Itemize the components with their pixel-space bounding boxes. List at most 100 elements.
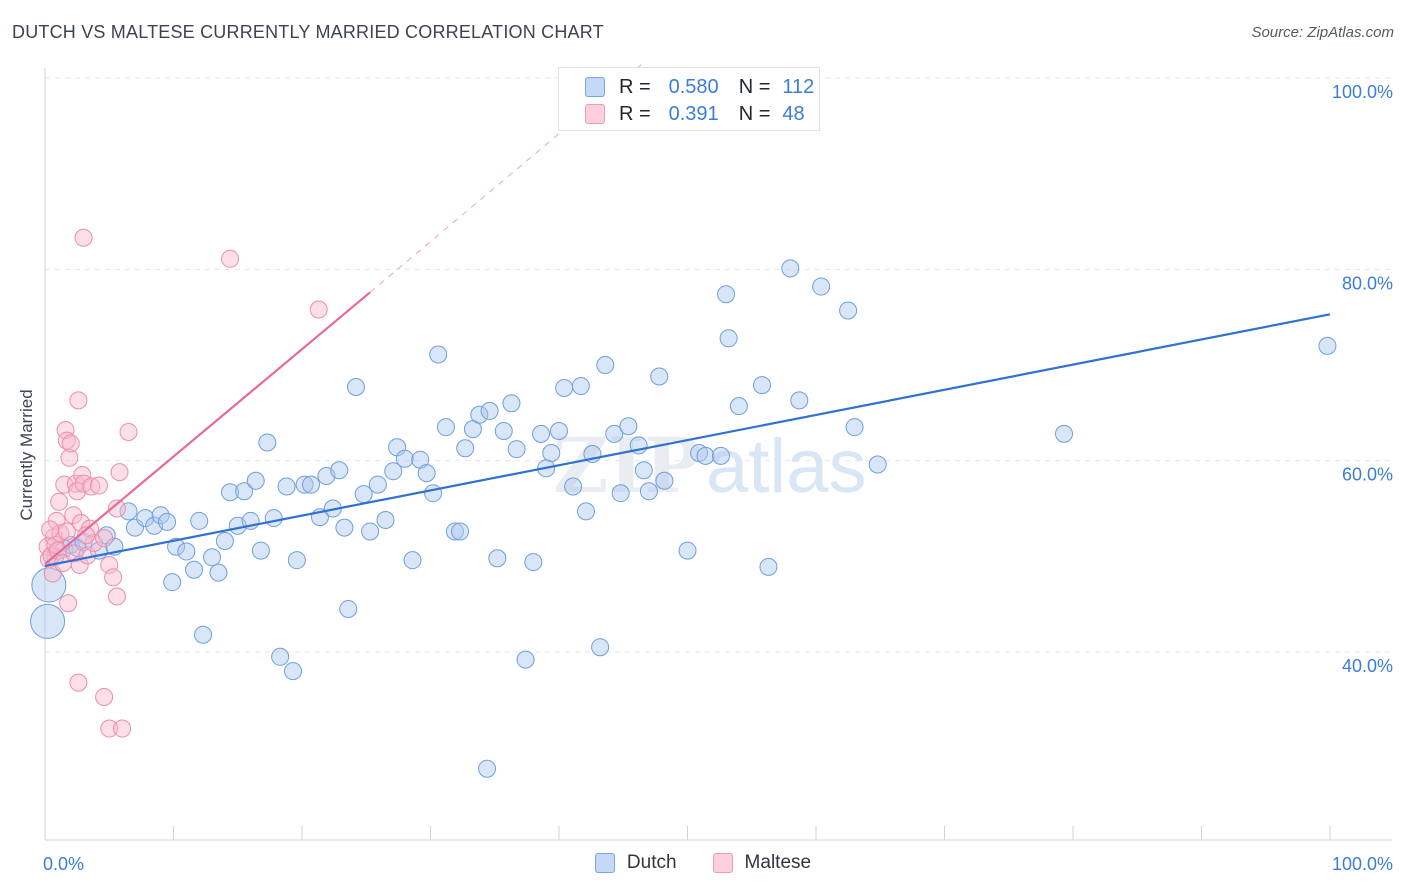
maltese-point	[100, 719, 119, 738]
y-axis-label: Currently Married	[17, 389, 36, 521]
dutch-point	[203, 548, 222, 567]
dutch-swatch	[594, 853, 615, 873]
dutch-point	[781, 259, 800, 278]
dutch-point	[759, 557, 778, 576]
maltese-point	[69, 673, 88, 692]
dutch-point	[678, 541, 697, 560]
dutch-point	[429, 345, 448, 364]
dutch-point	[655, 471, 674, 490]
dutch-point	[361, 522, 380, 541]
maltese-point	[69, 391, 88, 410]
dutch-point	[839, 301, 858, 320]
maltese-point	[50, 492, 69, 511]
dutch-point	[639, 482, 658, 501]
dutch-point	[619, 417, 638, 436]
maltese-point	[60, 448, 79, 467]
dutch-point	[376, 510, 395, 529]
dutch-point	[611, 484, 630, 503]
dutch-point	[451, 522, 470, 541]
watermark-zip: ZIP	[553, 421, 701, 510]
trend-lines	[44, 63, 1331, 567]
dutch-point	[424, 484, 443, 503]
dutch-point	[136, 509, 155, 528]
legend-row-dutch: R = 0.580 N = 112	[585, 74, 814, 100]
dutch-point	[277, 477, 296, 496]
dutch-point	[185, 560, 204, 579]
dutch-point	[488, 549, 507, 568]
dutch-point	[158, 512, 177, 531]
maltese-point	[82, 477, 101, 496]
source-label: Source: ZipAtlas.com	[1251, 24, 1394, 41]
axes	[44, 68, 1392, 841]
r-label: R =	[619, 102, 651, 125]
tick-labels: 40.0% 60.0% 80.0% 100.0% 0.0% 100.0%	[43, 82, 1393, 874]
dutch-point	[271, 647, 290, 666]
y-tick-label: 80.0%	[1342, 273, 1393, 293]
dutch-point	[215, 532, 234, 551]
dutch-point	[167, 537, 186, 556]
data-points	[30, 228, 1337, 778]
dutch-point	[524, 553, 543, 572]
dutch-point	[480, 401, 499, 420]
maltese-trend-line	[44, 291, 371, 565]
dutch-point	[494, 422, 513, 441]
dutch-point	[30, 603, 66, 639]
dutch-point	[346, 378, 365, 397]
dutch-point	[445, 522, 464, 541]
dutch-point	[711, 446, 730, 465]
maltese-swatch	[712, 853, 733, 873]
legend-label: Dutch	[626, 852, 677, 873]
dutch-point	[470, 405, 489, 424]
dutch-point	[251, 541, 270, 560]
dutch-point	[417, 464, 436, 483]
dutch-point	[550, 422, 568, 441]
maltese-point	[68, 482, 87, 501]
maltese-point	[84, 533, 103, 552]
n-value: 112	[782, 75, 815, 98]
dutch-point	[596, 356, 615, 374]
dutch-point	[717, 285, 736, 304]
dutch-point	[555, 378, 574, 397]
dutch-swatch	[585, 77, 605, 97]
dutch-point	[190, 511, 209, 530]
dutch-point	[571, 377, 590, 396]
maltese-point	[77, 526, 96, 545]
dutch-point	[790, 391, 809, 410]
legend-item-dutch: Dutch	[594, 852, 677, 874]
r-value: 0.391	[668, 102, 719, 125]
watermark: ZIP atlas	[553, 421, 867, 510]
maltese-point	[51, 524, 70, 543]
legend-label: Maltese	[744, 852, 812, 873]
dutch-point	[194, 625, 213, 644]
dutch-point	[729, 397, 748, 416]
r-label: R =	[619, 75, 651, 98]
dutch-point	[605, 424, 624, 443]
dutch-point	[119, 502, 138, 521]
x-tick-label: 100.0%	[1332, 854, 1393, 874]
dutch-point	[403, 551, 422, 570]
y-tick-label: 40.0%	[1342, 656, 1393, 676]
dutch-point	[564, 477, 583, 496]
n-value: 48	[782, 102, 805, 125]
legend-row-maltese: R = 0.391 N = 48	[585, 101, 805, 127]
maltese-point	[110, 463, 129, 482]
dutch-point	[258, 433, 277, 452]
dutch-point	[719, 329, 738, 348]
dutch-point	[507, 440, 526, 459]
dutch-point	[1318, 336, 1337, 355]
x-tick-label: 0.0%	[43, 854, 84, 874]
stats-legend: R = 0.580 N = 112 R = 0.391 N = 48	[558, 67, 820, 131]
chart-title: DUTCH VS MALTESE CURRENTLY MARRIED CORRE…	[12, 22, 604, 42]
dutch-point	[368, 475, 387, 494]
dutch-point	[295, 475, 314, 494]
dutch-point	[221, 483, 240, 502]
dutch-point	[436, 418, 455, 437]
dutch-point	[456, 439, 475, 458]
watermark-atlas: atlas	[706, 424, 867, 509]
maltese-point	[41, 520, 60, 539]
maltese-point	[59, 594, 78, 613]
dutch-point	[532, 424, 551, 443]
dutch-point	[395, 449, 414, 468]
dutch-point	[287, 551, 306, 570]
